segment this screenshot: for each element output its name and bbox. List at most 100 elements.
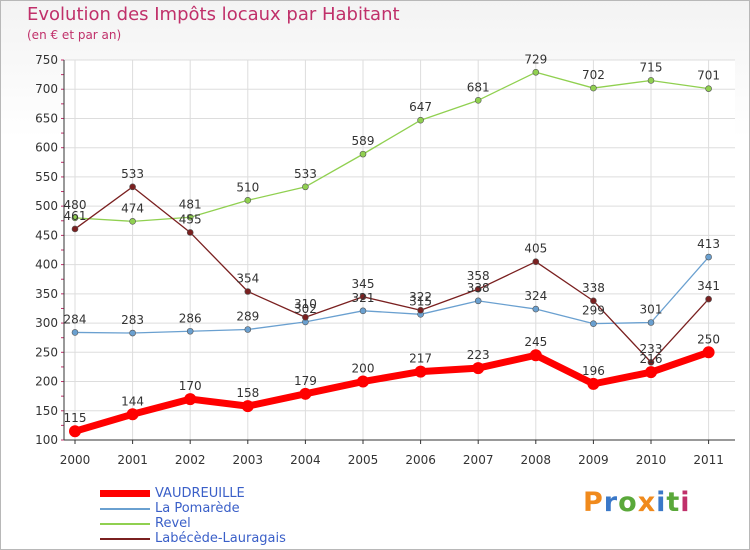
series-line: [74, 186, 710, 363]
data-label: 701: [697, 69, 720, 83]
data-point: [244, 288, 252, 295]
data-point: [474, 97, 482, 104]
data-label: 299: [582, 304, 605, 318]
data-point: [241, 400, 254, 413]
legend-swatch: [100, 508, 150, 510]
data-label: 170: [179, 379, 202, 393]
data-label: 341: [697, 279, 720, 293]
data-label: 223: [467, 348, 490, 362]
x-tick-label: 2005: [348, 453, 379, 467]
data-point: [532, 258, 540, 265]
data-point: [529, 349, 542, 362]
y-tick-label: 300: [35, 316, 58, 330]
data-label: 481: [179, 197, 202, 211]
data-label: 321: [352, 291, 375, 305]
data-point: [705, 85, 712, 92]
data-label: 179: [294, 374, 317, 388]
plot-area: [64, 60, 735, 440]
data-point: [359, 307, 367, 315]
data-point: [532, 305, 540, 313]
x-tick-label: 2009: [578, 453, 609, 467]
y-tick-label: 350: [35, 287, 58, 301]
data-label: 115: [64, 411, 87, 425]
data-point: [532, 68, 540, 76]
data-label: 647: [409, 100, 432, 114]
data-point: [417, 306, 424, 314]
x-tick-label: 2003: [233, 453, 264, 467]
data-label: 354: [236, 272, 259, 286]
data-label: 289: [236, 310, 259, 324]
data-label: 245: [524, 335, 547, 349]
y-tick-label: 400: [35, 258, 58, 272]
data-point: [129, 329, 136, 337]
data-point: [647, 358, 655, 366]
series-line: [74, 71, 709, 223]
data-label: 158: [236, 386, 259, 400]
data-label: 474: [121, 201, 144, 215]
data-label: 338: [467, 281, 490, 295]
data-label: 322: [409, 290, 432, 304]
data-point: [645, 366, 657, 379]
data-label: 286: [179, 311, 202, 325]
data-point: [705, 295, 712, 303]
y-tick-label: 200: [35, 375, 58, 389]
y-tick-label: 700: [35, 82, 58, 96]
y-tick-label: 650: [35, 111, 58, 125]
chart-subtitle: (en € et par an): [27, 28, 122, 42]
data-label: 200: [352, 362, 375, 376]
data-label: 196: [582, 364, 605, 378]
data-point: [357, 375, 369, 388]
data-label: 345: [352, 277, 375, 291]
series-line: [74, 348, 710, 435]
data-point: [590, 84, 597, 92]
data-point: [186, 213, 194, 221]
data-label: 358: [467, 269, 490, 283]
data-point: [590, 297, 597, 305]
legend-swatch: [100, 538, 150, 540]
data-point: [359, 293, 367, 301]
x-tick-label: 2004: [290, 453, 321, 467]
data-label: 301: [640, 302, 663, 316]
data-point: [702, 346, 715, 359]
y-tick-label: 500: [35, 199, 58, 213]
data-point: [186, 327, 194, 335]
data-label: 144: [121, 394, 144, 408]
legend-label: Labécède-Lauragais: [155, 531, 286, 546]
data-label: 715: [640, 60, 663, 74]
chart-title: Evolution des Impôts locaux par Habitant: [27, 4, 400, 25]
data-point: [705, 253, 712, 261]
data-label: 533: [121, 167, 144, 181]
legend-label: La Pomarède: [155, 501, 240, 516]
data-label: 681: [467, 80, 490, 94]
x-tick-label: 2000: [60, 453, 91, 467]
data-point: [184, 393, 197, 406]
x-tick-label: 2006: [405, 453, 436, 467]
data-point: [244, 326, 252, 333]
data-point: [359, 150, 367, 158]
data-label: 284: [64, 312, 87, 326]
data-label: 310: [294, 297, 317, 311]
data-point: [417, 116, 424, 124]
data-point: [647, 319, 655, 326]
data-point: [302, 313, 309, 321]
data-label: 461: [64, 209, 87, 223]
proxiti-logo: Proxiti: [583, 487, 691, 518]
data-point: [299, 387, 312, 400]
y-tick-label: 150: [35, 404, 58, 418]
data-label: 510: [236, 180, 259, 194]
data-label: 413: [697, 237, 720, 251]
data-point: [71, 329, 79, 336]
data-point: [71, 214, 79, 222]
data-label: 217: [409, 352, 432, 366]
data-point: [244, 197, 252, 204]
data-point: [647, 77, 655, 84]
y-tick-label: 550: [35, 170, 58, 184]
y-tick-label: 600: [35, 141, 58, 155]
y-tick-label: 250: [35, 345, 58, 359]
data-label: 283: [121, 313, 144, 327]
data-label: 533: [294, 167, 317, 181]
data-label: 480: [64, 198, 87, 212]
data-point: [472, 362, 485, 375]
data-point: [587, 377, 600, 390]
line-chart: 100 150 200 250 300 350 400 450 500 550 600 650 700 7…: [35, 52, 735, 467]
